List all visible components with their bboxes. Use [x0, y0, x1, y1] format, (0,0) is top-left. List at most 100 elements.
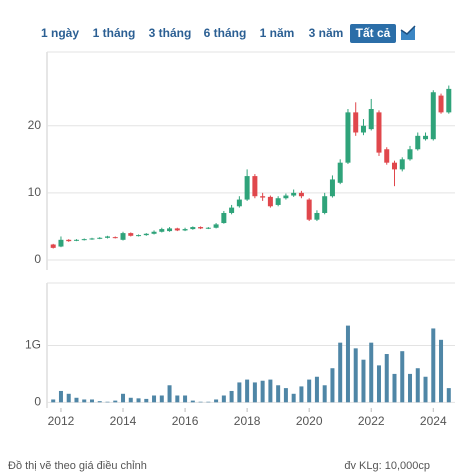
- candle-body: [260, 196, 266, 198]
- volume-bar: [144, 398, 149, 403]
- volume-bar: [392, 373, 397, 403]
- volume-bar: [175, 395, 180, 403]
- candle-body: [213, 224, 219, 228]
- candle-body: [229, 207, 235, 213]
- candle-body: [151, 231, 157, 234]
- x-tick-label: 2024: [420, 414, 447, 428]
- volume-bar: [307, 379, 312, 403]
- volume-bar: [152, 395, 157, 403]
- volume-bar: [66, 393, 71, 403]
- candle-body: [399, 159, 405, 170]
- candle-body: [159, 229, 165, 232]
- range-button[interactable]: 3 năm: [309, 26, 344, 40]
- range-button[interactable]: 1 ngày: [41, 26, 79, 40]
- candle-body: [105, 236, 111, 238]
- volume-bar: [446, 388, 451, 403]
- candle-body: [244, 176, 250, 200]
- volume-bar: [260, 380, 265, 403]
- volume-bar: [431, 328, 436, 403]
- volume-bar: [361, 359, 366, 403]
- candle-body: [368, 109, 374, 130]
- volume-bar: [128, 397, 133, 403]
- chart-type-icon[interactable]: [400, 25, 416, 40]
- volume-bar: [51, 399, 56, 403]
- range-button[interactable]: Tất cả: [356, 26, 391, 40]
- volume-bar: [276, 385, 281, 403]
- candle-body: [81, 239, 87, 241]
- volume-bar: [229, 390, 234, 403]
- candle-body: [112, 237, 118, 239]
- volume-bar: [291, 393, 296, 403]
- candle-body: [430, 92, 436, 140]
- candle-body: [291, 192, 297, 196]
- volume-bar: [353, 348, 358, 403]
- volume-bar: [159, 395, 164, 403]
- candle-body: [298, 192, 304, 197]
- range-button[interactable]: 1 năm: [260, 26, 295, 40]
- candle-body: [322, 196, 328, 213]
- candle-body: [353, 112, 359, 133]
- candle-body: [221, 212, 227, 224]
- candle-body: [97, 237, 103, 239]
- candle-body: [167, 228, 173, 232]
- footer-unit: đv KLg: 10,000cp: [344, 460, 430, 472]
- candle-body: [345, 112, 351, 163]
- volume-bar: [376, 365, 381, 403]
- volume-bar: [408, 373, 413, 403]
- candle-body: [190, 227, 196, 230]
- volume-bar: [268, 379, 273, 403]
- range-button[interactable]: 3 tháng: [149, 26, 192, 40]
- candle-body: [283, 195, 289, 199]
- volume-bar: [89, 399, 94, 403]
- candle-body: [376, 112, 382, 153]
- volume-bar: [322, 385, 327, 403]
- candle-body: [360, 125, 366, 133]
- x-tick-label: 2022: [358, 414, 385, 428]
- volume-bar: [136, 398, 141, 403]
- volume-bar: [214, 399, 219, 403]
- volume-bar: [384, 354, 389, 403]
- candle-body: [89, 238, 95, 240]
- volume-bar: [190, 400, 195, 403]
- range-button[interactable]: 1 tháng: [93, 26, 136, 40]
- x-tick-label: 2012: [48, 414, 75, 428]
- candle-body: [314, 212, 320, 220]
- volume-bar: [423, 376, 428, 403]
- volume-bar: [82, 399, 87, 403]
- candle-body: [136, 235, 142, 237]
- volume-bar: [74, 397, 79, 403]
- candle-body: [128, 233, 134, 236]
- volume-bar: [183, 395, 188, 403]
- volume-bar: [415, 368, 420, 403]
- candle-body: [50, 244, 56, 248]
- volume-bar: [113, 400, 118, 403]
- y-tick-label: 0: [34, 252, 41, 266]
- candle-body: [306, 199, 312, 220]
- candle-body: [407, 149, 413, 160]
- y-tick-label: 10: [28, 185, 42, 199]
- candle-body: [66, 239, 72, 242]
- volume-bar: [121, 393, 126, 403]
- candle-body: [252, 176, 258, 197]
- volume-bar: [105, 401, 110, 403]
- candle-body: [205, 227, 211, 229]
- y-tick-label: 1G: [25, 338, 41, 352]
- volume-bar: [167, 385, 172, 403]
- volume-bar: [338, 342, 343, 403]
- active-button-bg[interactable]: [350, 24, 396, 43]
- volume-bar: [97, 401, 102, 403]
- volume-bar: [245, 379, 250, 403]
- volume-bar: [400, 351, 405, 403]
- range-button[interactable]: 6 tháng: [204, 26, 247, 40]
- candle-body: [384, 149, 390, 163]
- candle-body: [446, 88, 452, 113]
- volume-bar: [206, 401, 211, 403]
- volume-bar: [369, 342, 374, 403]
- y-tick-label: 0: [34, 394, 41, 408]
- candle-body: [391, 162, 397, 170]
- candle-body: [438, 95, 444, 113]
- x-tick-label: 2016: [172, 414, 199, 428]
- candle-body: [337, 162, 343, 183]
- candle-body: [423, 135, 429, 140]
